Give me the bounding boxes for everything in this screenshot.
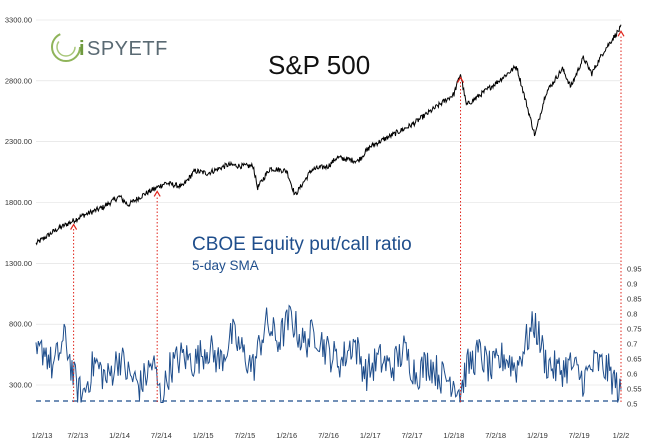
x-tick-label: 1/2/2 [613,431,630,440]
sp500-title: S&P 500 [268,50,370,80]
signal-arrows [70,30,625,402]
left-tick-label: 2800.00 [5,76,32,85]
signal-arrow-head [457,76,465,83]
left-tick-label: 1800.00 [5,198,32,207]
right-axis-ticks: 0.5 0.55 0.6 0.65 0.7 0.75 0.8 0.85 0.9 0.95 [627,265,642,409]
put-call-ratio-line [35,304,622,403]
right-tick-label: 0.55 [627,385,642,394]
x-tick-label: 7/2/15 [234,431,255,440]
x-tick-label: 7/2/17 [402,431,423,440]
x-tick-label: 7/2/18 [485,431,506,440]
x-tick-label: 1/2/14 [109,431,130,440]
logo-prefix: i [79,38,85,60]
x-tick-label: 1/2/16 [276,431,297,440]
left-tick-label: 3300.00 [5,16,32,25]
right-tick-label: 0.9 [627,280,637,289]
right-tick-label: 0.5 [627,400,637,409]
right-tick-label: 0.95 [627,265,642,274]
right-tick-label: 0.85 [627,295,642,304]
signal-arrow-head [617,30,625,37]
logo-name: SPYETF [87,38,168,60]
left-axis-ticks: 300.00 800.00 1300.00 1800.00 2300.00 2800.00… [5,16,32,390]
right-tick-label: 0.7 [627,340,637,349]
x-tick-label: 1/2/18 [443,431,464,440]
x-tick-label: 1/2/15 [193,431,214,440]
x-tick-label: 1/2/17 [360,431,381,440]
left-tick-label: 1300.00 [5,259,32,268]
x-axis-ticks: 1/2/13 7/2/13 1/2/14 7/2/14 1/2/15 7/2/15 1/2/… [32,431,630,440]
x-tick-label: 1/2/13 [32,431,53,440]
right-tick-label: 0.8 [627,310,637,319]
left-tick-label: 800.00 [9,320,32,329]
put-call-subtitle: 5-day SMA [192,258,259,273]
right-tick-label: 0.75 [627,325,642,334]
gridlines [36,19,621,386]
left-tick-label: 2300.00 [5,137,32,146]
right-tick-label: 0.6 [627,370,637,379]
put-call-title: CBOE Equity put/call ratio [192,234,412,255]
x-tick-label: 7/2/13 [67,431,88,440]
x-tick-label: 1/2/19 [527,431,548,440]
right-tick-label: 0.65 [627,355,642,364]
x-tick-label: 7/2/16 [318,431,339,440]
ispyetf-logo: i SPYETF [51,32,168,62]
sp500-line [35,24,622,246]
x-tick-label: 7/2/19 [569,431,590,440]
signal-arrow-head [70,223,78,230]
left-tick-label: 300.00 [9,381,32,390]
signal-arrow-head [153,190,161,197]
x-tick-label: 7/2/14 [151,431,172,440]
